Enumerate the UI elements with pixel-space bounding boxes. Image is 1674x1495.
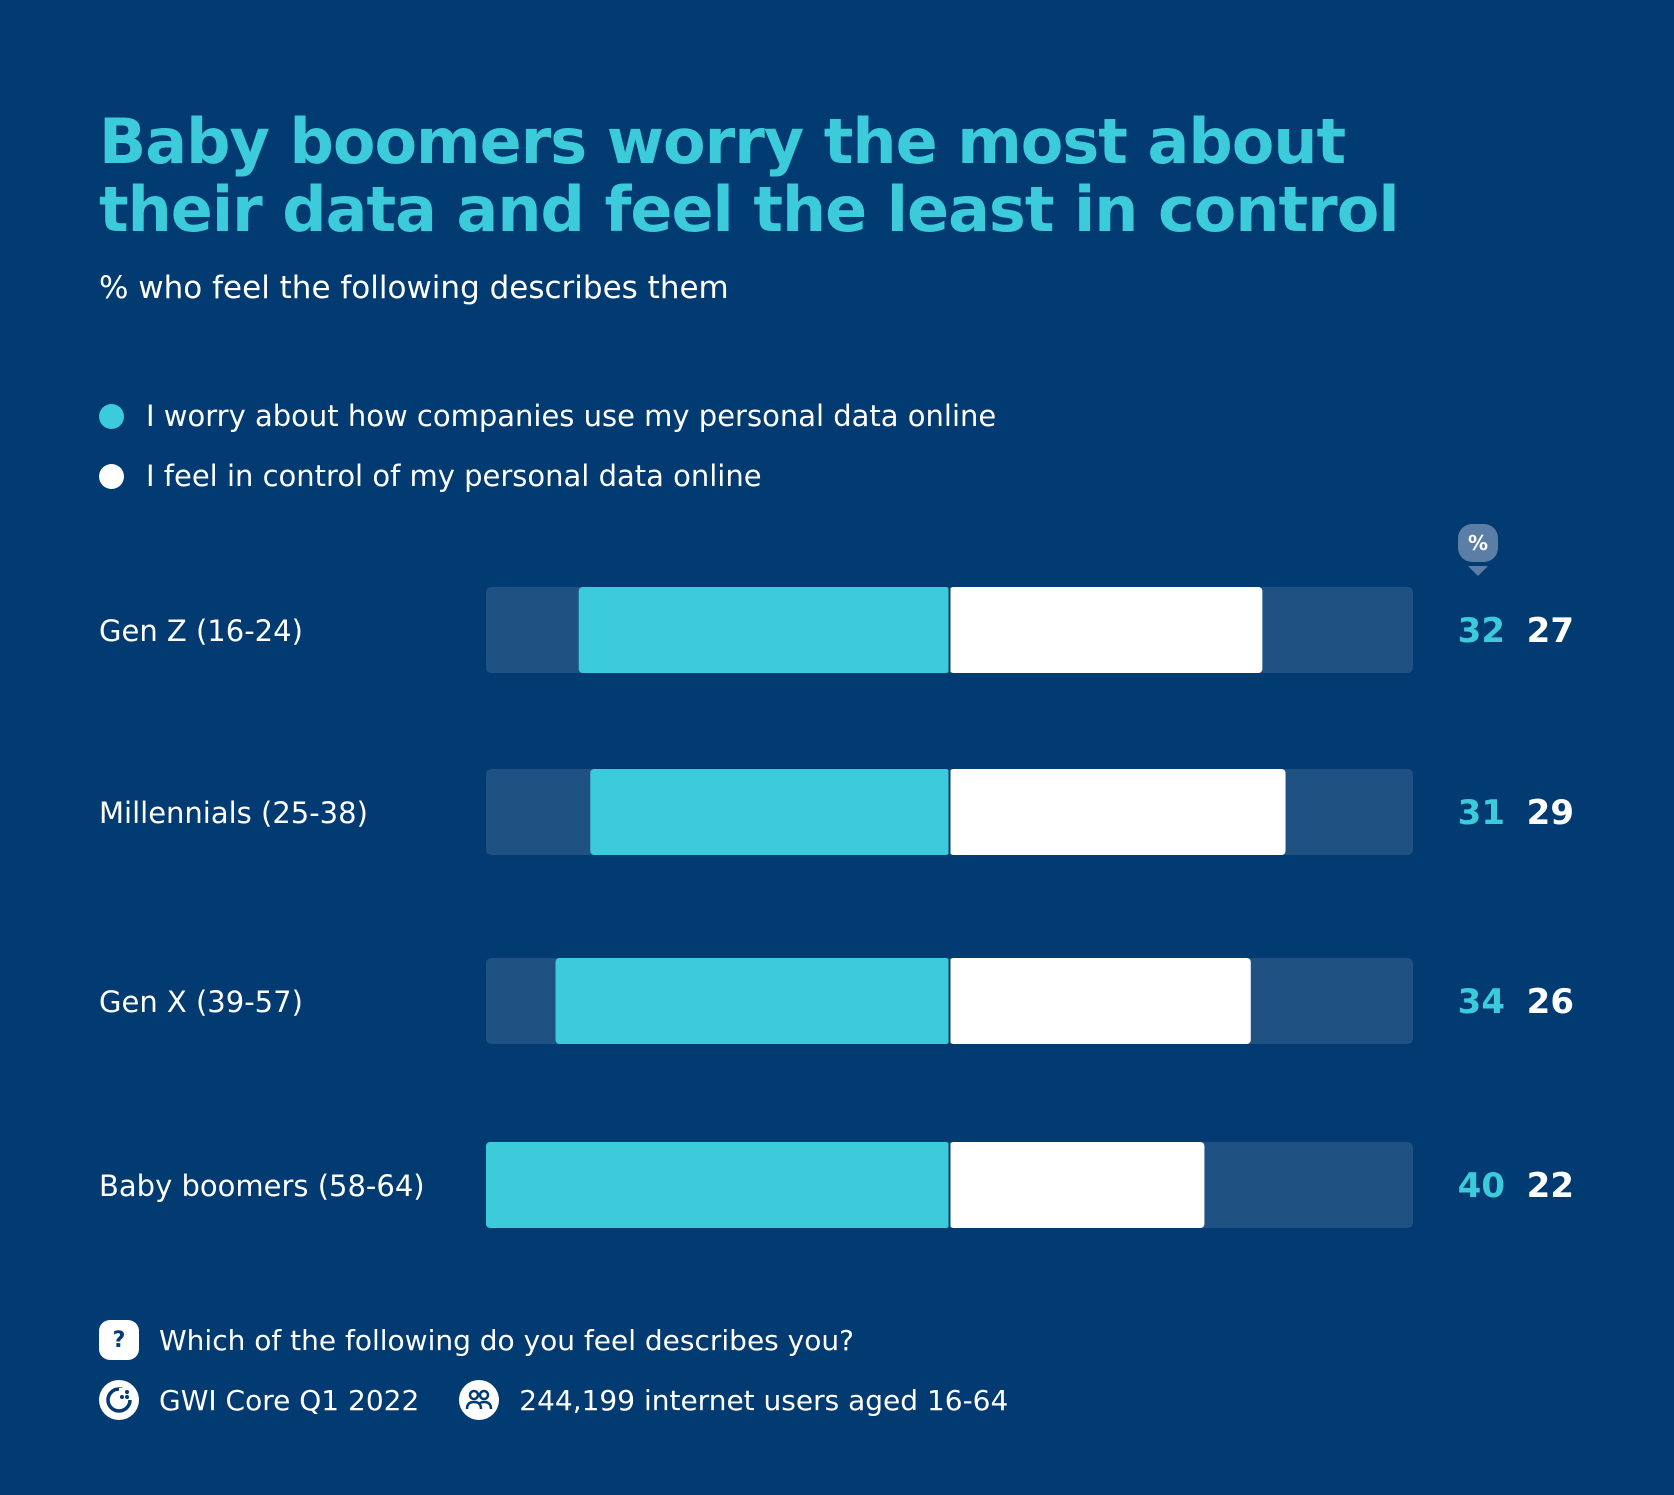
legend-label-worry: I worry about how companies use my perso…	[146, 399, 997, 433]
bar-control-row-4	[949, 1142, 1205, 1228]
bar-control-row-3	[949, 958, 1251, 1044]
value-worry-row-1: 32	[1458, 611, 1505, 651]
footer-question-row: ? Which of the following do you feel des…	[99, 1320, 1008, 1360]
legend: I worry about how companies use my perso…	[99, 386, 996, 506]
bar-control-row-2	[949, 769, 1286, 855]
value-worry-row-2: 31	[1458, 793, 1505, 833]
legend-dot-control	[99, 463, 124, 489]
value-control-row-4: 22	[1527, 1166, 1574, 1206]
legend-item-worry: I worry about how companies use my perso…	[99, 386, 996, 446]
value-control-row-3: 26	[1527, 982, 1574, 1022]
gwi-logo-icon	[99, 1380, 139, 1420]
value-worry-row-4: 40	[1458, 1166, 1505, 1206]
legend-dot-worry	[99, 403, 124, 429]
chart: Gen Z (16-24) 32 27 Millennials (25-38) 31 29…	[99, 587, 1574, 1228]
footer-sample: 244,199 internet users aged 16-64	[519, 1383, 1009, 1417]
chart-title: Baby boomers worry the most about their …	[99, 105, 1400, 246]
legend-item-control: I feel in control of my personal data on…	[99, 446, 996, 506]
category-label-row-4: Baby boomers (58-64)	[99, 1169, 425, 1203]
chart-subtitle: % who feel the following describes them	[99, 270, 729, 306]
legend-label-control: I feel in control of my personal data on…	[146, 459, 762, 493]
footer-question: Which of the following do you feel descr…	[159, 1323, 854, 1357]
category-label-row-3: Gen X (39-57)	[99, 985, 303, 1019]
percent-badge: %	[1458, 524, 1498, 576]
category-label-row-1: Gen Z (16-24)	[99, 614, 303, 648]
value-control-row-2: 29	[1527, 793, 1574, 833]
bar-worry-row-1	[578, 587, 950, 673]
bar-worry-row-2	[590, 769, 950, 855]
question-icon: ?	[99, 1320, 139, 1360]
footer-source: GWI Core Q1 2022	[159, 1383, 420, 1417]
bar-worry-row-3	[555, 958, 950, 1044]
bar-worry-row-4	[486, 1142, 950, 1228]
value-control-row-1: 27	[1527, 611, 1574, 651]
bar-control-row-1	[949, 587, 1263, 673]
footer-source-row: GWI Core Q1 2022 244,199 internet users …	[99, 1380, 1008, 1420]
users-icon	[459, 1380, 500, 1420]
value-worry-row-3: 34	[1458, 982, 1505, 1022]
footer: ? Which of the following do you feel des…	[99, 1320, 1008, 1440]
category-label-row-2: Millennials (25-38)	[99, 796, 368, 830]
